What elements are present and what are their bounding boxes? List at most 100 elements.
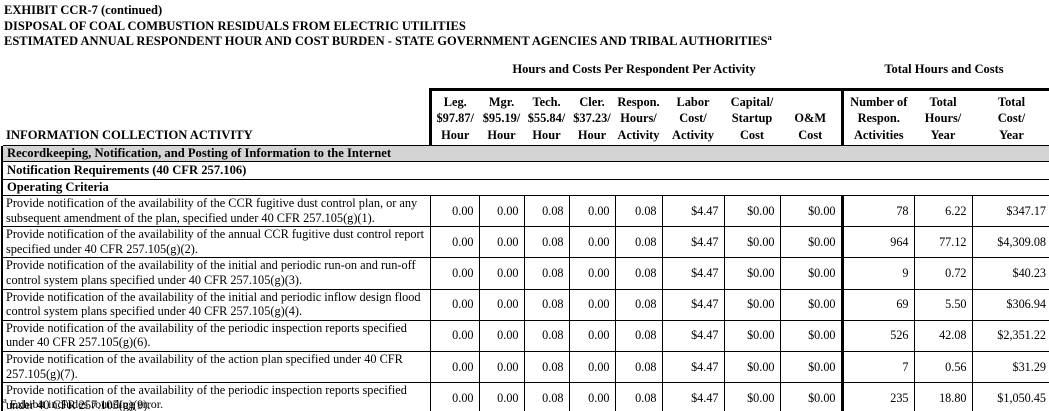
column-header-2: Tech. $55.84/Hour — [524, 88, 569, 146]
table-row: Provide notification of the availability… — [1, 350, 1049, 384]
value-cell: 0.08 — [614, 226, 663, 259]
value-cell: 0.00 — [568, 194, 616, 228]
group-header-per-activity: Hours and Costs Per Respondent Per Activ… — [512, 62, 756, 76]
value-cell: 0.08 — [523, 382, 570, 411]
value-cell: $0.00 — [779, 382, 843, 411]
column-header-7: O&M Cost — [780, 88, 842, 146]
column-header-6: Capital/Startup Cost — [724, 88, 780, 146]
value-cell: 0.00 — [429, 257, 480, 290]
exhibit-title-line-1: EXHIBIT CCR-7 (continued) — [4, 3, 163, 17]
value-cell: $31.29 — [971, 350, 1049, 384]
value-cell: $0.00 — [779, 194, 843, 228]
table-row: Provide notification of the availability… — [1, 257, 1049, 290]
section-row-label: Notification Requirements (40 CFR 257.10… — [1, 161, 1049, 180]
activity-description: Provide notification of the availability… — [1, 350, 431, 384]
value-cell: 0.08 — [614, 382, 663, 411]
value-cell: $0.00 — [779, 226, 843, 259]
value-cell: 0.08 — [614, 194, 663, 228]
column-header-4: Respon. Hours/Activity — [615, 88, 662, 146]
activity-description: Provide notification of the availability… — [1, 319, 431, 352]
value-cell: 0.00 — [568, 288, 616, 321]
value-cell: 526 — [840, 319, 915, 352]
activity-description: Provide notification of the availability… — [1, 226, 431, 259]
title-footnote-marker: a — [767, 31, 772, 42]
exhibit-title-line-2: DISPOSAL OF COAL COMBUSTION RESIDUALS FR… — [4, 18, 466, 33]
table-row: Provide notification of the availability… — [1, 382, 1049, 411]
section-row-1: Notification Requirements (40 CFR 257.10… — [1, 161, 1049, 180]
value-cell: $4.47 — [661, 257, 725, 290]
value-cell: 9 — [840, 257, 915, 290]
value-cell: 0.08 — [523, 319, 570, 352]
value-cell: 0.00 — [568, 319, 616, 352]
value-cell: 0.00 — [429, 288, 480, 321]
value-cell: $4.47 — [661, 226, 725, 259]
burden-table: INFORMATION COLLECTION ACTIVITY Leg. $97.… — [1, 88, 1049, 411]
value-cell: 78 — [840, 194, 915, 228]
value-cell: 0.00 — [478, 257, 525, 290]
column-header-1: Mgr. $95.19/Hour — [479, 88, 524, 146]
value-cell: 0.00 — [429, 350, 480, 384]
value-cell: 0.00 — [429, 319, 480, 352]
footnote-text: Exhibit includes rounding error. — [9, 397, 164, 411]
table-row: Provide notification of the availability… — [1, 226, 1049, 259]
section-row-label: Operating Criteria — [1, 179, 1049, 196]
column-header-3: Cler. $37.23/Hour — [569, 88, 615, 146]
activity-description: Provide notification of the availability… — [1, 257, 431, 290]
value-cell: 77.12 — [913, 226, 973, 259]
value-cell: $347.17 — [971, 194, 1049, 228]
value-cell: 0.00 — [478, 226, 525, 259]
column-header-row: INFORMATION COLLECTION ACTIVITY Leg. $97.… — [1, 88, 1049, 146]
value-cell: 0.00 — [478, 382, 525, 411]
value-cell: 0.08 — [614, 257, 663, 290]
value-cell: 0.00 — [429, 382, 480, 411]
value-cell: $0.00 — [779, 257, 843, 290]
value-cell: $0.00 — [779, 319, 843, 352]
value-cell: 0.08 — [523, 257, 570, 290]
value-cell: $0.00 — [723, 382, 781, 411]
value-cell: 0.08 — [614, 319, 663, 352]
table-row: Provide notification of the availability… — [1, 319, 1049, 352]
value-cell: 0.08 — [523, 288, 570, 321]
group-header-totals: Total Hours and Costs — [884, 62, 1004, 76]
table-row: Provide notification of the availability… — [1, 194, 1049, 228]
column-header-8: Number of Respon. Activities — [840, 88, 914, 146]
section-row-0: Recordkeeping, Notification, and Posting… — [1, 145, 1049, 162]
value-cell: $0.00 — [723, 288, 781, 321]
value-cell: 42.08 — [913, 319, 973, 352]
value-cell: 0.08 — [614, 350, 663, 384]
value-cell: $0.00 — [723, 350, 781, 384]
value-cell: 6.22 — [913, 194, 973, 228]
value-cell: 0.08 — [523, 350, 570, 384]
value-cell: 0.08 — [523, 226, 570, 259]
value-cell: $0.00 — [723, 319, 781, 352]
value-cell: $0.00 — [779, 350, 843, 384]
value-cell: $4.47 — [661, 319, 725, 352]
value-cell: 0.00 — [568, 257, 616, 290]
value-cell: 0.00 — [429, 194, 480, 228]
value-cell: $0.00 — [723, 226, 781, 259]
value-cell: 0.00 — [478, 350, 525, 384]
value-cell: 0.00 — [478, 288, 525, 321]
value-cell: 7 — [840, 350, 915, 384]
value-cell: 235 — [840, 382, 915, 411]
value-cell: 5.50 — [913, 288, 973, 321]
value-cell: $4,309.08 — [971, 226, 1049, 259]
section-row-label: Recordkeeping, Notification, and Posting… — [1, 145, 1049, 162]
column-header-9: Total Hours/Year — [914, 88, 972, 146]
value-cell: $0.00 — [723, 257, 781, 290]
table-footnote: a Exhibit includes rounding error. — [3, 395, 164, 411]
footnote-marker: a — [3, 395, 7, 405]
value-cell: $40.23 — [971, 257, 1049, 290]
value-cell: $0.00 — [779, 288, 843, 321]
column-header-0: Leg. $97.87/Hour — [428, 88, 479, 146]
value-cell: 0.00 — [429, 226, 480, 259]
value-cell: $4.47 — [661, 288, 725, 321]
exhibit-title-block: EXHIBIT CCR-7 (continued) DISPOSAL OF CO… — [4, 3, 772, 50]
value-cell: $2,351.22 — [971, 319, 1049, 352]
value-cell: $4.47 — [661, 350, 725, 384]
value-cell: 0.00 — [568, 226, 616, 259]
exhibit-title-line-3: ESTIMATED ANNUAL RESPONDENT HOUR AND COS… — [4, 31, 772, 50]
table-row: Provide notification of the availability… — [1, 288, 1049, 321]
value-cell: 0.72 — [913, 257, 973, 290]
